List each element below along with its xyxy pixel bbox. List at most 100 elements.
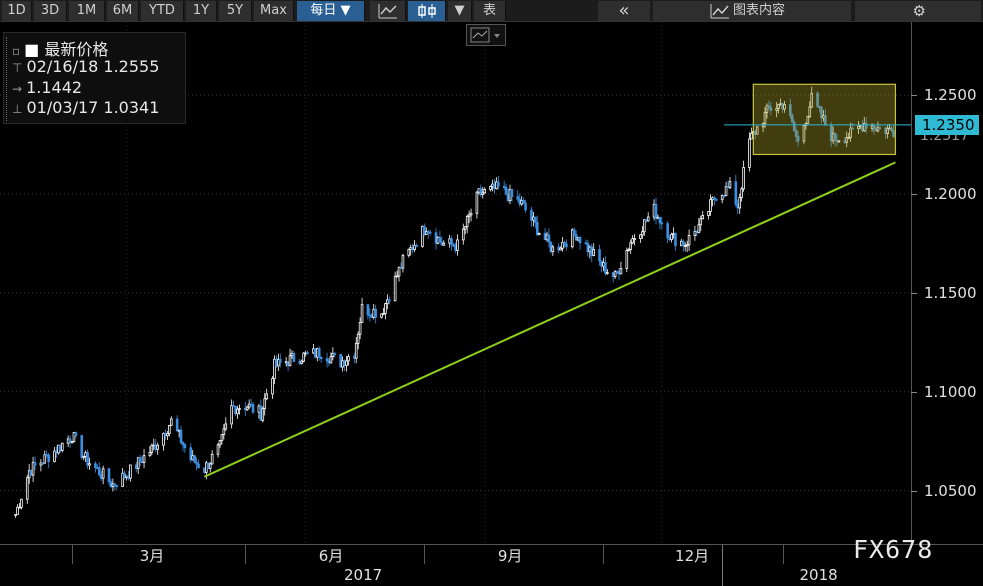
y-tick-mark	[911, 490, 917, 492]
period-3d-button[interactable]: 3D	[34, 1, 67, 21]
line-chart-button[interactable]	[370, 1, 406, 21]
price-chart[interactable]	[0, 0, 911, 544]
frequency-dropdown[interactable]: 每日 ▼	[297, 1, 365, 21]
candle-body	[658, 216, 662, 224]
chart-style-dropdown-button[interactable]: ▼	[448, 1, 472, 21]
settings-gear-icon[interactable]: ⚙	[855, 1, 981, 21]
chart-type-dropdown[interactable]	[466, 24, 506, 46]
candle-body	[372, 308, 376, 318]
y-tick-mark	[911, 292, 917, 294]
candle-body	[388, 299, 391, 302]
candle-body	[450, 238, 453, 245]
candle	[613, 270, 617, 279]
candle	[317, 346, 321, 361]
legend-box[interactable]: ▫ ■ 最新价格 ⊤ 02/16/18 1.2555 → 1.1442 ⊥ 01/03/…	[3, 32, 186, 124]
candle	[57, 444, 60, 455]
x-year-label: 2018	[799, 566, 838, 584]
candle	[415, 243, 418, 248]
candle-body	[140, 460, 144, 464]
y-tick-label: 1.2500	[924, 86, 977, 105]
candle	[409, 244, 413, 256]
candle-body	[726, 186, 730, 189]
period-1d-button[interactable]: 1D	[2, 1, 32, 21]
candle	[206, 462, 210, 469]
high-marker-icon: ⊤	[12, 61, 23, 75]
candle	[59, 444, 62, 453]
candle-body	[767, 105, 771, 108]
candle	[263, 393, 267, 416]
candle	[742, 160, 745, 192]
candle	[273, 355, 276, 385]
candle-body	[769, 107, 773, 111]
candle	[53, 446, 56, 463]
candle-body	[606, 272, 609, 275]
period-1y-button[interactable]: 1Y	[186, 1, 217, 21]
candle	[290, 350, 294, 359]
candle-body	[724, 186, 728, 197]
candle-body	[833, 132, 837, 141]
candle	[857, 120, 860, 135]
table-button[interactable]: 表	[474, 1, 506, 21]
candle	[43, 450, 47, 464]
line-chart-icon	[378, 4, 397, 19]
candle	[510, 188, 514, 202]
candle-body	[411, 247, 414, 251]
candle	[99, 470, 103, 482]
candle-body	[168, 425, 171, 434]
candle-body	[224, 423, 228, 430]
candle-chart-button[interactable]	[408, 1, 446, 21]
candle-body	[66, 438, 70, 444]
candle	[872, 123, 876, 135]
collapse-button[interactable]: «	[598, 1, 650, 21]
candle-body	[312, 348, 315, 354]
candle	[520, 196, 523, 206]
candle-body	[423, 225, 426, 235]
candle-body	[354, 342, 358, 359]
candle-body	[615, 271, 619, 274]
candle	[543, 227, 547, 241]
candle	[234, 405, 237, 416]
candle-body	[395, 275, 399, 278]
period-max-button[interactable]: Max	[254, 1, 294, 21]
candle	[728, 177, 732, 190]
period-5y-button[interactable]: 5Y	[219, 1, 252, 21]
candle-body	[545, 234, 549, 241]
candle	[425, 227, 428, 235]
candle	[181, 440, 185, 452]
period-1m-button[interactable]: 1M	[69, 1, 105, 21]
candle	[191, 449, 195, 461]
candle-body	[736, 204, 740, 209]
candle	[794, 126, 798, 143]
candle	[284, 356, 288, 367]
candle	[851, 123, 854, 130]
candle-body	[232, 405, 235, 408]
candle	[886, 124, 889, 139]
candle	[442, 240, 446, 246]
period-6m-button[interactable]: 6M	[107, 1, 139, 21]
candle	[736, 199, 740, 215]
candle	[518, 193, 522, 208]
candle-body	[802, 125, 806, 142]
y-tick-mark	[911, 391, 917, 393]
candle-body	[234, 406, 237, 415]
candle	[681, 239, 685, 252]
candle	[113, 482, 117, 491]
candle	[298, 358, 302, 366]
candle-body	[461, 228, 465, 241]
candle-body	[666, 223, 669, 239]
legend-toggle-icon[interactable]: ▫	[12, 44, 21, 58]
chart-content-icon	[710, 4, 729, 19]
candle	[734, 174, 738, 208]
chart-content-button[interactable]: 图表内容	[653, 1, 851, 21]
candle-body	[672, 233, 675, 235]
candle	[586, 240, 590, 257]
candle	[96, 464, 99, 470]
candle-body	[547, 234, 551, 243]
period-ytd-button[interactable]: YTD	[141, 1, 184, 21]
candle-body	[279, 358, 282, 363]
candle-body	[851, 127, 854, 130]
candle	[602, 257, 605, 272]
candle-body	[20, 498, 23, 508]
candle-body	[837, 140, 841, 143]
candle-body	[409, 247, 413, 250]
